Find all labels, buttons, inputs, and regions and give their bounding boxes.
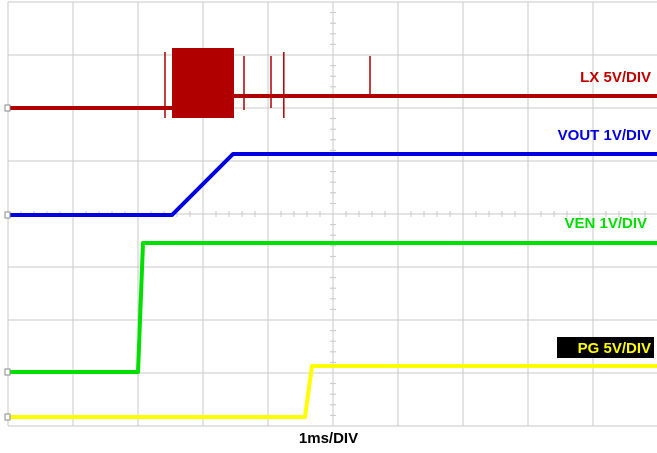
lx-trace-burst [172, 48, 234, 118]
vout-trace-line [8, 152, 657, 217]
trace-label-group: LX 5V/DIV VOUT 1V/DIV VEN 1V/DIV PG 5V/DIV [557, 69, 654, 358]
ven-trace-line [8, 241, 657, 374]
graticule-grid [7, 1, 657, 427]
pg-label-background [557, 337, 654, 358]
trace-group [4, 48, 657, 421]
ven-label: VEN 1V/DIV [564, 215, 647, 232]
vout-label: VOUT 1V/DIV [558, 127, 651, 144]
ground-marker [4, 211, 11, 219]
ground-marker [4, 104, 11, 112]
ground-marker [4, 368, 11, 376]
pg-trace-line [8, 364, 657, 419]
pg-label: PG 5V/DIV [578, 340, 651, 357]
ground-marker [4, 413, 11, 421]
lx-label: LX 5V/DIV [580, 69, 651, 86]
time-scale-label: 1ms/DIV [298, 430, 359, 447]
